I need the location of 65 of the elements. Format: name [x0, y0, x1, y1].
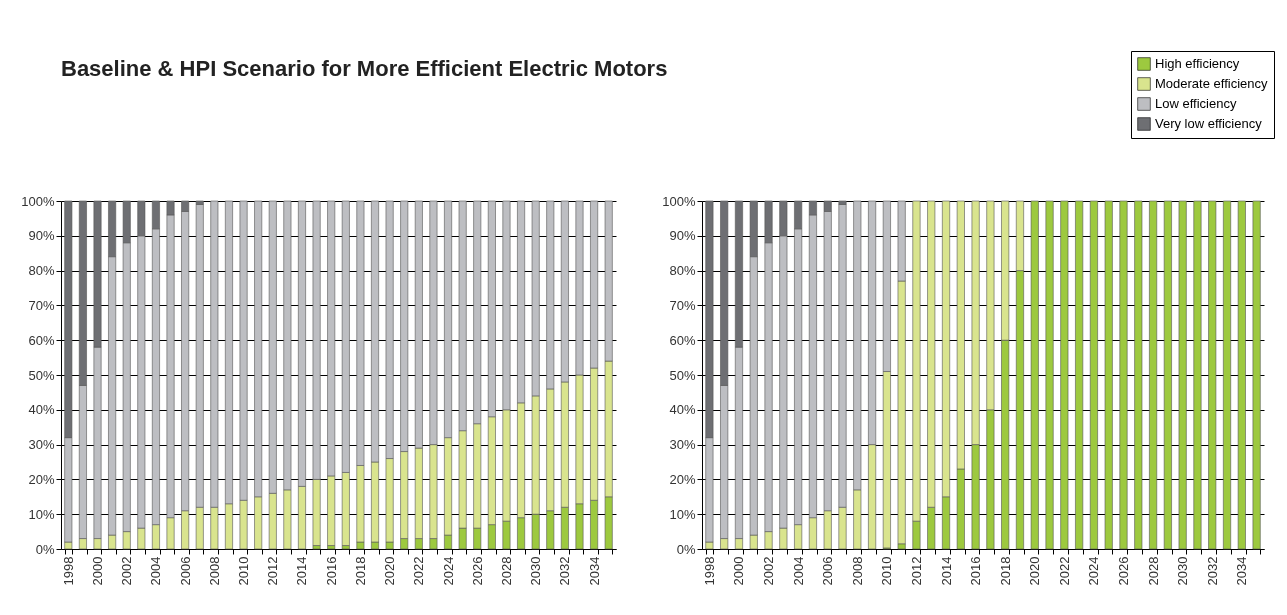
- x-tick-label: 2000: [731, 556, 747, 586]
- y-tick-label: 60%: [28, 332, 55, 348]
- y-tick-label: 0%: [676, 541, 696, 557]
- legend-label: Moderate efficiency: [1155, 76, 1268, 91]
- x-tick-label: 2020: [382, 556, 398, 586]
- x-tick-label: 2028: [1145, 556, 1161, 586]
- x-tick-label: 2032: [1204, 556, 1220, 586]
- y-tick-label: 30%: [669, 437, 696, 453]
- y-tick-label: 80%: [28, 263, 55, 279]
- x-tick-label: 2002: [761, 556, 777, 586]
- x-tick-label: 2022: [411, 556, 427, 586]
- x-tick-label: 2014: [938, 556, 954, 586]
- y-tick-label: 50%: [669, 367, 696, 383]
- legend-label: Low efficiency: [1155, 96, 1237, 111]
- x-tick-label: 2034: [1234, 556, 1250, 586]
- x-tick-label: 2024: [440, 556, 456, 586]
- x-tick-label: 2026: [1116, 556, 1131, 586]
- y-tick-label: 60%: [669, 332, 696, 348]
- x-tick-label: 2004: [148, 556, 164, 586]
- y-tick-label: 100%: [662, 193, 696, 209]
- x-tick-label: 2002: [119, 556, 135, 586]
- x-tick-label: 2032: [557, 556, 573, 586]
- x-tick-label: 2008: [206, 556, 222, 586]
- y-tick-label: 10%: [669, 506, 696, 522]
- x-tick-label: 2022: [1056, 556, 1072, 586]
- y-tick-label: 20%: [669, 471, 696, 487]
- x-tick-label: 2024: [1086, 556, 1102, 586]
- x-tick-label: 2016: [968, 556, 984, 586]
- x-tick-label: 1998: [60, 556, 76, 586]
- legend-label: High efficiency: [1155, 56, 1240, 71]
- x-tick-label: 2012: [265, 556, 281, 586]
- x-tick-label: 2030: [1175, 556, 1191, 586]
- y-tick-label: 10%: [28, 506, 55, 522]
- x-tick-label: 2010: [879, 556, 895, 586]
- x-tick-label: 2016: [323, 556, 339, 586]
- y-tick-label: 70%: [669, 297, 696, 313]
- x-tick-label: 2006: [820, 556, 836, 586]
- x-tick-label: 2004: [790, 556, 806, 586]
- y-tick-label: 20%: [28, 471, 55, 487]
- y-tick-label: 100%: [21, 193, 55, 209]
- y-tick-label: 70%: [28, 297, 55, 313]
- y-tick-label: 90%: [28, 228, 55, 244]
- x-tick-label: 2006: [177, 556, 193, 586]
- x-tick-label: 2020: [1027, 556, 1043, 586]
- y-tick-label: 0%: [35, 541, 55, 557]
- x-tick-label: 2014: [294, 556, 310, 586]
- x-tick-label: 2028: [498, 556, 514, 586]
- x-tick-label: 2030: [528, 556, 544, 586]
- x-tick-label: 2010: [236, 556, 252, 586]
- x-tick-label: 2018: [352, 556, 368, 586]
- y-tick-label: 50%: [28, 367, 55, 383]
- x-tick-label: 2034: [586, 556, 602, 586]
- legend-label: Very low efficiency: [1155, 116, 1263, 131]
- y-tick-label: 40%: [669, 402, 696, 418]
- x-tick-label: 2000: [90, 556, 106, 586]
- x-tick-label: 2018: [997, 556, 1013, 586]
- chart-title: Baseline & HPI Scenario for More Efficient Electric Motors: [61, 55, 668, 81]
- y-tick-label: 90%: [669, 228, 696, 244]
- y-tick-label: 40%: [28, 402, 55, 418]
- x-tick-label: 2012: [908, 556, 924, 586]
- x-tick-label: 2008: [849, 556, 865, 586]
- x-tick-label: 2026: [469, 556, 485, 586]
- y-tick-label: 80%: [669, 263, 696, 279]
- y-tick-label: 30%: [28, 437, 55, 453]
- x-tick-label: 1998: [701, 556, 717, 586]
